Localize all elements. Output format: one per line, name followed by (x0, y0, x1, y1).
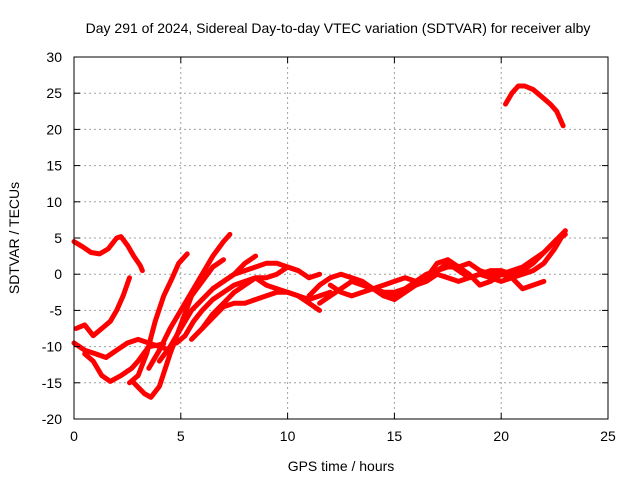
y-tick-label: -10 (42, 339, 62, 355)
y-tick-label: -20 (42, 411, 62, 427)
y-tick-label: 5 (54, 230, 62, 246)
series-line-trace-j (189, 289, 333, 342)
x-tick-labels: 0 5 10 15 20 25 (70, 428, 616, 444)
series-line-trace-p (370, 231, 568, 302)
y-tick-label: 0 (54, 266, 62, 282)
y-tick-label: -15 (42, 375, 62, 391)
x-tick-label: 25 (600, 428, 616, 444)
x-axis-label: GPS time / hours (288, 458, 395, 474)
x-tick-label: 0 (70, 428, 78, 444)
x-tick-label: 5 (177, 428, 185, 444)
y-tick-labels: -20 -15 -10 -5 0 5 10 15 20 25 30 (42, 49, 62, 427)
series-line-trace-d (82, 341, 167, 384)
y-tick-label: 20 (46, 121, 62, 137)
grid-lines (74, 57, 608, 419)
series-line-trace-q (503, 83, 566, 129)
series-line-trace-m (306, 228, 568, 299)
series-line-trace-c (73, 275, 132, 339)
chart-title: Day 291 of 2024, Sidereal Day-to-day VTE… (86, 20, 591, 36)
x-tick-label: 15 (387, 428, 403, 444)
series-line-trace-i (174, 264, 323, 346)
series-line-trace-o (327, 257, 547, 299)
series-line-trace-l (210, 253, 259, 292)
series-layer (71, 83, 568, 400)
y-tick-label: -5 (50, 302, 63, 318)
x-tick-label: 20 (493, 428, 509, 444)
series-line-trace-a (71, 234, 145, 274)
ticks (73, 56, 609, 420)
y-tick-label: 15 (46, 158, 62, 174)
series-line-trace-f (127, 251, 190, 386)
y-axis-label: SDTVAR / TECUs (6, 182, 22, 294)
y-tick-label: 10 (46, 194, 62, 210)
y-tick-label: 25 (46, 85, 62, 101)
x-tick-label: 10 (280, 428, 296, 444)
y-tick-label: 30 (46, 49, 62, 65)
series-line-trace-g (146, 231, 233, 371)
series-line-trace-k (199, 275, 323, 331)
